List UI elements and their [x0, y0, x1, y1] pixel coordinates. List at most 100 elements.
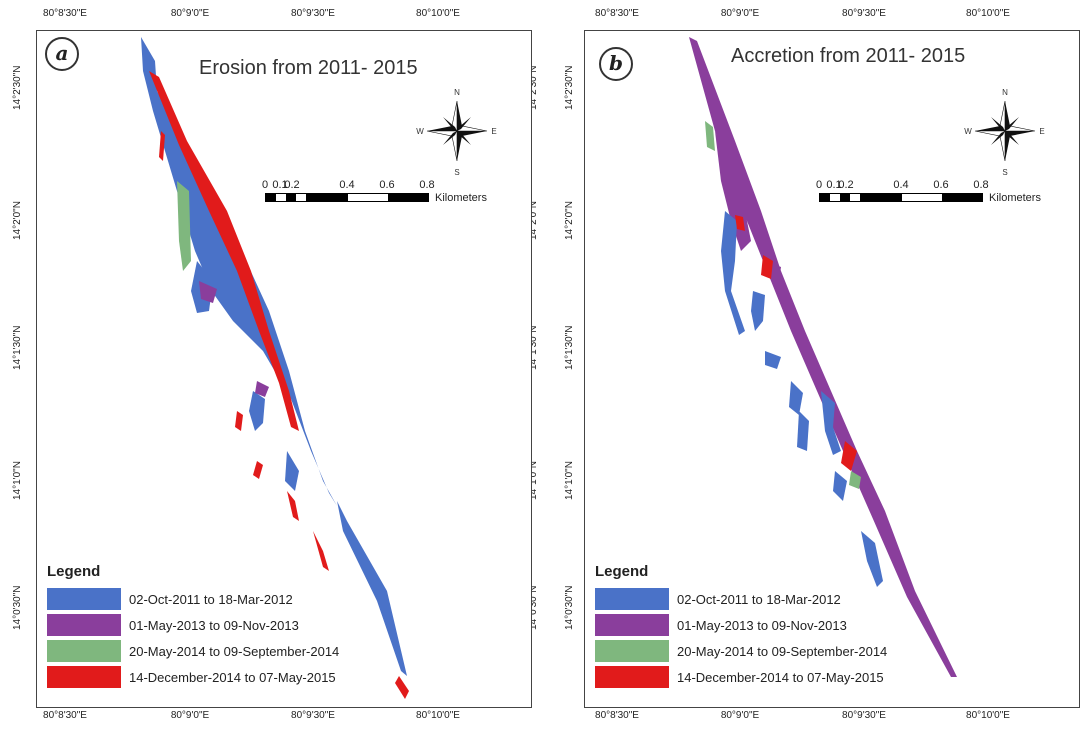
legend-label: 01-May-2013 to 09-Nov-2013 — [129, 617, 299, 633]
compass-s: S — [454, 168, 459, 177]
erosion-patch — [395, 676, 409, 699]
legend-label: 02-Oct-2011 to 18-Mar-2012 — [129, 591, 293, 607]
erosion-patch — [253, 461, 263, 479]
scale-graduation — [265, 193, 429, 202]
left-tick: 14°1'30"N — [12, 325, 23, 371]
erosion-patch — [177, 181, 191, 271]
scale-number: 0.6 — [379, 179, 395, 191]
legend-swatch — [47, 588, 121, 610]
bottom-tick: 80°8'30"E — [595, 710, 639, 721]
bottom-tick: 80°9'30"E — [842, 710, 886, 721]
erosion-patch — [313, 531, 329, 571]
erosion-patch — [255, 381, 269, 397]
compass-rose-icon: N S E W — [416, 88, 496, 177]
scale-number: 0 — [261, 179, 269, 191]
left-tick: 14°2'30"N — [12, 65, 23, 111]
scale-number: 0.1 — [826, 179, 842, 191]
erosion-patch — [149, 71, 299, 431]
scale-bar: 0 0.1 0.2 0.4 0.6 0.8 Kilometers — [261, 179, 487, 204]
accretion-patch — [689, 37, 957, 677]
legend-swatch — [47, 640, 121, 662]
legend: Legend 02-Oct-2011 to 18-Mar-2012 01-May… — [595, 563, 887, 690]
top-tick: 80°10'0"E — [966, 8, 1010, 19]
legend-item: 01-May-2013 to 09-Nov-2013 — [595, 612, 887, 638]
legend-swatch — [595, 666, 669, 688]
scale-bar: 0 0.1 0.2 0.4 0.6 0.8 Kilometers — [815, 179, 1041, 204]
top-tick: 80°9'0"E — [720, 8, 760, 19]
top-tick: 80°10'0"E — [416, 8, 460, 19]
scale-number: 0.8 — [973, 179, 989, 191]
scale-number: 0.2 — [284, 179, 300, 191]
top-tick: 80°9'30"E — [842, 8, 886, 19]
bottom-tick: 80°10'0"E — [966, 710, 1010, 721]
left-tick: 14°1'0"N — [564, 461, 575, 500]
coastline-map-a: N S E W — [141, 37, 497, 699]
erosion-patch — [199, 281, 217, 303]
legend-label: 14-December-2014 to 07-May-2015 — [129, 669, 336, 685]
erosion-patch — [337, 501, 407, 676]
erosion-patch — [235, 411, 243, 431]
top-tick: 80°9'30"E — [291, 8, 335, 19]
legend-label: 20-May-2014 to 09-September-2014 — [677, 643, 888, 659]
scale-number: 0.2 — [838, 179, 854, 191]
accretion-patch — [841, 441, 857, 471]
left-tick: 14°2'30"N — [564, 65, 575, 111]
accretion-patch — [797, 411, 809, 451]
bottom-tick: 80°9'0"E — [170, 710, 210, 721]
scale-number: 0.4 — [893, 179, 909, 191]
legend-label: 14-December-2014 to 07-May-2015 — [677, 669, 884, 685]
panel-letter: a — [45, 37, 79, 71]
erosion-patch — [287, 491, 299, 521]
map-frame-a: N S E W a Erosion from 2011- 2015 0 0.1 … — [36, 30, 532, 708]
legend-swatch — [47, 614, 121, 636]
left-tick: 14°0'30"N — [12, 585, 23, 631]
map-title: Accretion from 2011- 2015 — [731, 45, 966, 67]
bottom-tick: 80°9'0"E — [720, 710, 760, 721]
erosion-patch — [249, 391, 265, 431]
accretion-patch — [761, 255, 773, 279]
legend: Legend 02-Oct-2011 to 18-Mar-2012 01-May… — [47, 563, 339, 690]
map-title: Erosion from 2011- 2015 — [199, 57, 418, 79]
scale-numbers: 0 0.1 0.2 0.4 0.6 0.8 — [815, 179, 989, 193]
legend-label: 02-Oct-2011 to 18-Mar-2012 — [677, 591, 841, 607]
accretion-patch — [821, 391, 841, 455]
compass-w: W — [964, 127, 972, 136]
scale-unit: Kilometers — [435, 192, 487, 204]
legend-swatch — [595, 640, 669, 662]
legend-swatch — [595, 588, 669, 610]
top-tick: 80°8'30"E — [43, 8, 87, 19]
accretion-patch — [861, 531, 883, 587]
compass-w: W — [416, 127, 424, 136]
legend-item: 20-May-2014 to 09-September-2014 — [595, 638, 887, 664]
scale-number: 0.6 — [933, 179, 949, 191]
scale-unit: Kilometers — [989, 192, 1041, 204]
legend-item: 02-Oct-2011 to 18-Mar-2012 — [47, 586, 339, 612]
accretion-patch — [735, 215, 745, 231]
legend-swatch — [595, 614, 669, 636]
legend-swatch — [47, 666, 121, 688]
panel-letter: b — [599, 47, 633, 81]
top-tick: 80°8'30"E — [595, 8, 639, 19]
accretion-patch — [705, 121, 715, 151]
top-tick: 80°9'0"E — [170, 8, 210, 19]
scale-graduation — [819, 193, 983, 202]
accretion-patch — [833, 471, 847, 501]
bottom-tick: 80°9'30"E — [291, 710, 335, 721]
left-tick: 14°2'0"N — [564, 201, 575, 240]
compass-e: E — [491, 127, 496, 136]
erosion-patch — [285, 451, 299, 491]
legend-label: 01-May-2013 to 09-Nov-2013 — [677, 617, 847, 633]
legend-title: Legend — [595, 563, 649, 580]
scale-number: 0 — [815, 179, 823, 191]
coastline-map-b: N S E W — [689, 37, 1045, 677]
bottom-tick: 80°8'30"E — [43, 710, 87, 721]
scale-number: 0.4 — [339, 179, 355, 191]
left-tick: 14°1'30"N — [564, 325, 575, 371]
legend-item: 20-May-2014 to 09-September-2014 — [47, 638, 339, 664]
compass-s: S — [1002, 168, 1007, 177]
legend-item: 01-May-2013 to 09-Nov-2013 — [47, 612, 339, 638]
compass-e: E — [1039, 127, 1044, 136]
legend-item: 14-December-2014 to 07-May-2015 — [47, 664, 339, 690]
left-tick: 14°0'30"N — [564, 585, 575, 631]
left-tick: 14°1'0"N — [12, 461, 23, 500]
